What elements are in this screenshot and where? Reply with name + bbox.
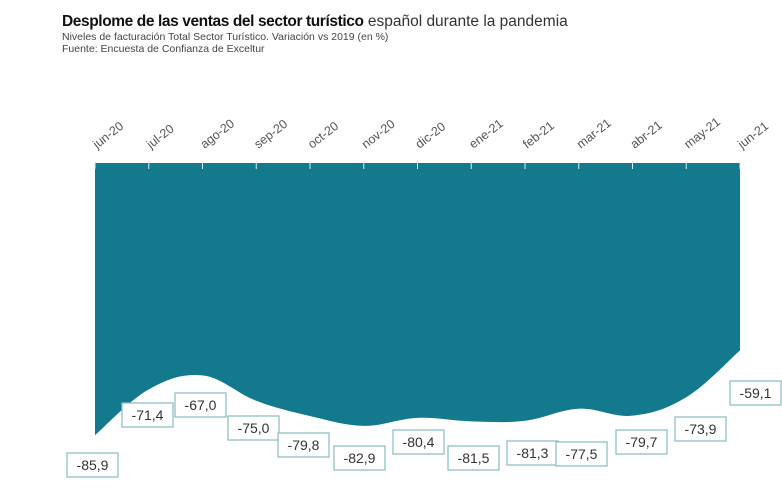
- data-label-box: [674, 416, 727, 442]
- x-tick-label: dic-20: [413, 119, 448, 151]
- x-tick-label: mar-21: [574, 116, 614, 151]
- chart-header: Desplome de las ventas del sector turíst…: [62, 12, 568, 55]
- data-label: -80,4: [403, 434, 435, 450]
- x-tick-label: ene-21: [466, 116, 505, 151]
- chart-subtitle: Niveles de facturación Total Sector Turí…: [62, 31, 389, 43]
- data-label-box: [392, 429, 445, 455]
- x-tick-label: ago-20: [198, 116, 237, 151]
- data-label: -67,0: [185, 397, 217, 413]
- data-label: -59,1: [740, 385, 772, 401]
- data-label-box: [227, 415, 280, 441]
- chart-title: Desplome de las ventas del sector turíst…: [62, 12, 568, 31]
- data-label-box: [277, 432, 330, 458]
- data-label-box: [506, 440, 559, 466]
- data-label-box: [333, 445, 386, 471]
- data-label-box: [447, 445, 500, 471]
- data-label-box: [615, 429, 668, 455]
- chart-title-bold: Desplome de las ventas del sector turíst…: [62, 13, 364, 30]
- x-tick-label: feb-21: [520, 118, 557, 151]
- area-series: [95, 163, 740, 436]
- data-label: -79,7: [626, 434, 658, 450]
- data-label-box: [66, 452, 119, 478]
- data-label: -81,3: [517, 445, 549, 461]
- data-label: -85,9: [77, 457, 109, 473]
- data-label: -79,8: [288, 437, 320, 453]
- chart-title-rest: español durante la pandemia: [363, 13, 568, 30]
- x-tick-label: jul-20: [143, 121, 177, 151]
- data-label: -75,0: [238, 420, 270, 436]
- x-tick-label: may-21: [681, 115, 723, 152]
- data-label-box: [174, 392, 227, 418]
- data-label: -71,4: [132, 407, 164, 423]
- x-tick-label: abr-21: [628, 118, 665, 151]
- data-label: -81,5: [458, 450, 490, 466]
- x-tick-label: jun-21: [734, 119, 771, 152]
- data-label: -73,9: [685, 421, 717, 437]
- x-tick-label: sep-20: [251, 117, 290, 152]
- data-label-box: [555, 441, 608, 467]
- data-label: -82,9: [344, 450, 376, 466]
- data-label-box: [729, 380, 782, 406]
- chart-source: Fuente: Encuesta de Confianza de Exceltu…: [62, 43, 265, 55]
- data-label: -77,5: [566, 446, 598, 462]
- data-label-box: [121, 402, 174, 428]
- x-tick-label: jun-20: [89, 119, 126, 152]
- x-tick-label: nov-20: [359, 117, 398, 152]
- x-tick-label: oct-20: [305, 119, 341, 151]
